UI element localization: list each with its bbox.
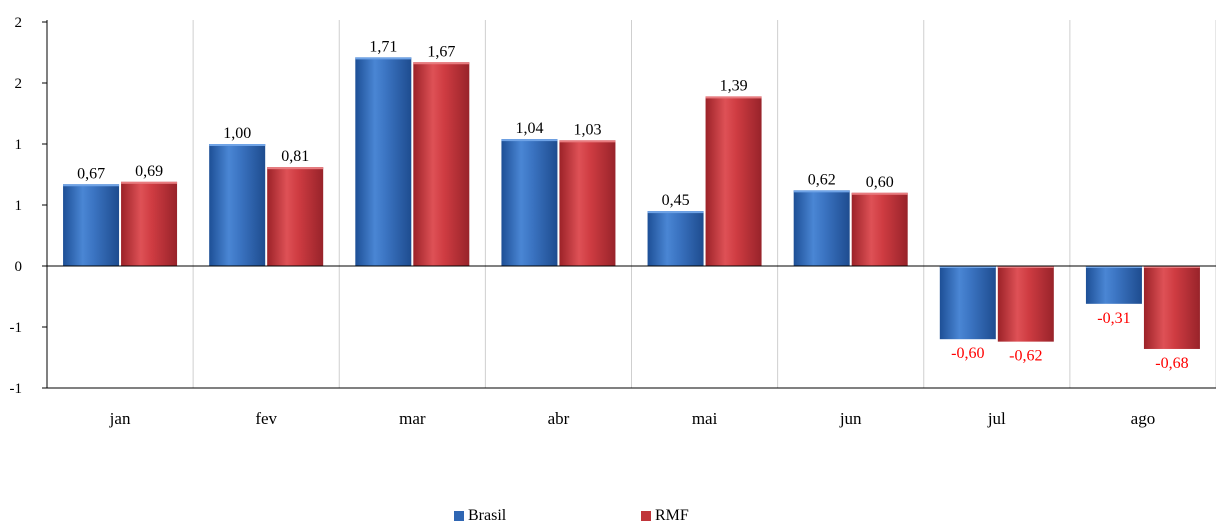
- data-label-rmf-mar: 1,67: [427, 43, 455, 60]
- bar-rmf-fev: [267, 167, 324, 266]
- bar-rmf-mar: [413, 62, 470, 267]
- legend-item-brasil: Brasil: [454, 507, 506, 525]
- legend-swatch-rmf: [641, 511, 651, 521]
- data-label-rmf-abr: 1,03: [573, 121, 601, 138]
- y-tick-label: 1: [15, 198, 23, 214]
- bar-edge-highlight: [647, 211, 704, 214]
- bar-edge-highlight: [355, 57, 412, 60]
- data-label-brasil-mai: 0,45: [662, 192, 690, 209]
- bar-brasil-fev: [209, 144, 266, 266]
- category-label-mar: mar: [399, 409, 426, 428]
- bar-edge-highlight: [209, 144, 266, 146]
- bar-edge-highlight: [501, 139, 558, 142]
- bar-edge-highlight: [267, 167, 324, 170]
- category-label-ago: ago: [1131, 409, 1156, 428]
- bar-brasil-mar: [355, 57, 412, 266]
- legend-label-brasil: Brasil: [468, 507, 507, 524]
- data-label-rmf-jan: 0,69: [135, 163, 163, 180]
- bar-edge-highlight: [997, 266, 1054, 268]
- legend-label-rmf: RMF: [655, 507, 689, 524]
- bar-edge-highlight: [851, 192, 908, 195]
- bar-rmf-jul: [997, 266, 1054, 342]
- bar-edge-highlight: [705, 96, 762, 99]
- category-label-jun: jun: [839, 409, 862, 428]
- bar-rmf-jun: [851, 192, 908, 266]
- data-label-rmf-jun: 0,60: [866, 174, 894, 191]
- bar-edge-highlight: [413, 62, 470, 65]
- y-tick-label: -1: [10, 381, 23, 397]
- bar-brasil-jan: [63, 184, 120, 266]
- data-label-brasil-jul: -0,60: [951, 345, 984, 362]
- bar-edge-highlight: [63, 184, 120, 187]
- y-tick-label: 1: [15, 137, 23, 153]
- category-label-fev: fev: [255, 409, 277, 428]
- category-label-jan: jan: [109, 409, 131, 428]
- y-tick-label: 2: [15, 76, 23, 92]
- data-label-rmf-mai: 1,39: [720, 77, 748, 94]
- category-label-jul: jul: [987, 409, 1006, 428]
- legend: Brasil RMF: [0, 507, 1216, 527]
- bar-edge-highlight: [121, 181, 178, 184]
- bar-rmf-ago: [1143, 266, 1200, 349]
- category-label-mai: mai: [692, 409, 718, 428]
- y-tick-label: -1: [10, 320, 23, 336]
- bar-edge-highlight: [1143, 266, 1200, 268]
- bar-brasil-ago: [1085, 266, 1142, 304]
- data-label-brasil-jun: 0,62: [808, 171, 836, 188]
- legend-swatch-brasil: [454, 511, 464, 521]
- data-label-brasil-fev: 1,00: [223, 125, 251, 142]
- bar-brasil-jul: [939, 266, 996, 340]
- bar-rmf-jan: [121, 181, 178, 266]
- category-label-abr: abr: [548, 409, 570, 428]
- legend-item-rmf: RMF: [641, 507, 689, 525]
- bar-brasil-jun: [793, 190, 850, 266]
- bar-brasil-mai: [647, 211, 704, 266]
- bar-chart: -1 -1 0 1 1 2 2 jan fev mar abr mai jun jul ago 0,67 0…: [10, 15, 1216, 428]
- bar-brasil-abr: [501, 139, 558, 266]
- bar-rmf-mai: [705, 96, 762, 266]
- data-label-brasil-abr: 1,04: [515, 120, 543, 137]
- data-label-rmf-ago: -0,68: [1155, 355, 1188, 372]
- bar-rmf-abr: [559, 140, 616, 266]
- y-tick-label: 0: [15, 259, 23, 275]
- bar-edge-highlight: [559, 140, 616, 143]
- data-label-rmf-jul: -0,62: [1009, 348, 1042, 365]
- data-label-brasil-mar: 1,71: [369, 38, 397, 55]
- y-tick-label: 2: [15, 15, 23, 31]
- data-label-rmf-fev: 0,81: [281, 148, 309, 165]
- bar-edge-highlight: [793, 190, 850, 193]
- data-label-brasil-jan: 0,67: [77, 165, 105, 182]
- data-label-brasil-ago: -0,31: [1097, 310, 1130, 327]
- bar-edge-highlight: [939, 266, 996, 268]
- bar-edge-highlight: [1085, 266, 1142, 268]
